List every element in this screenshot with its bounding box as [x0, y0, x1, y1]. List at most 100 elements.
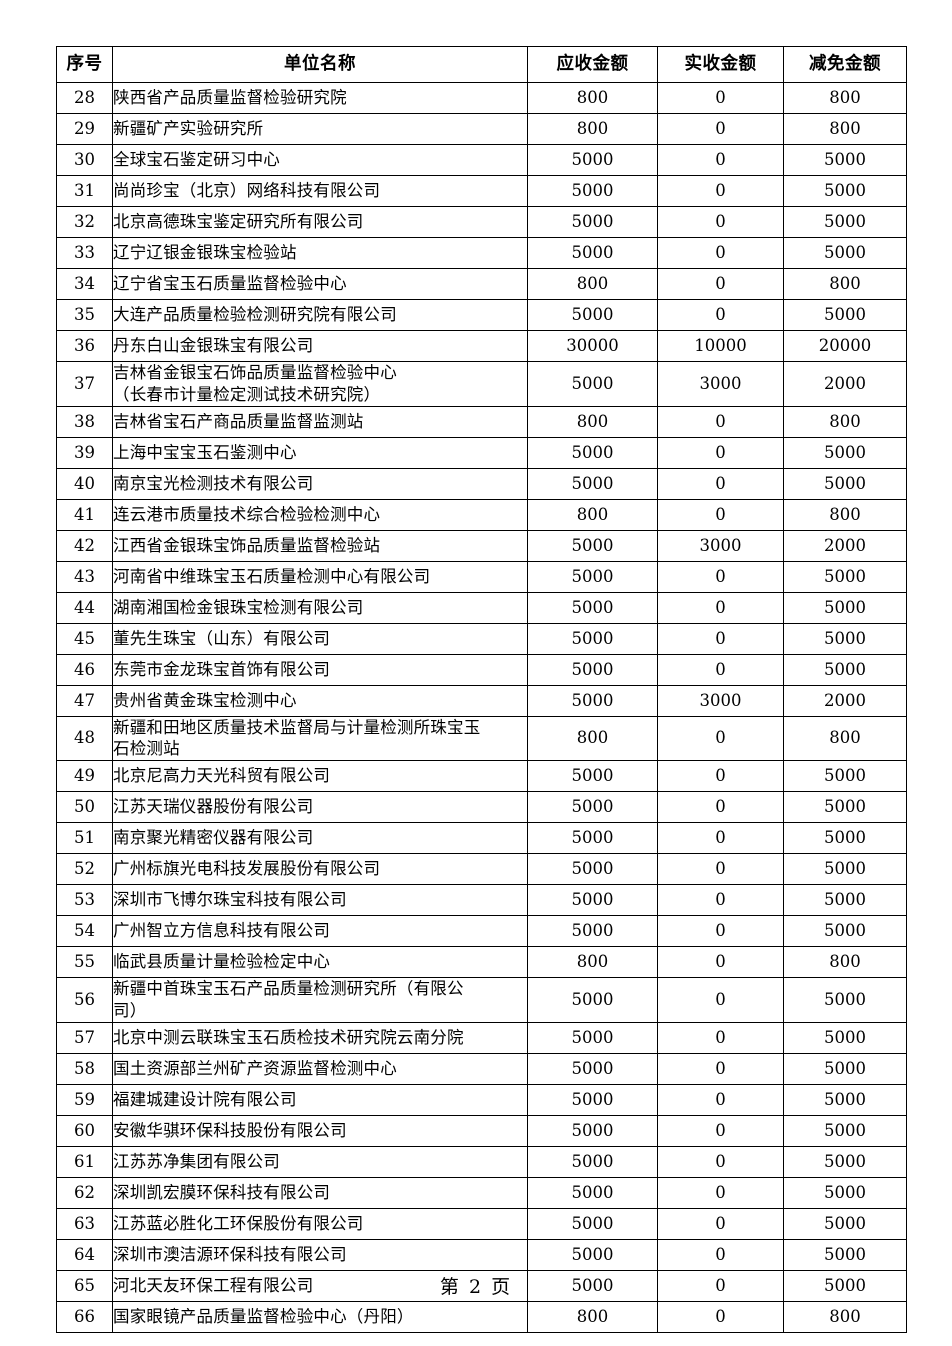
- cell-index: 55: [56, 946, 113, 979]
- cell-due-amount: 800: [527, 498, 658, 531]
- cell-waived-amount: 5000: [783, 622, 907, 655]
- cell-due-amount: 5000: [527, 299, 658, 331]
- cell-index: 43: [56, 560, 113, 593]
- cell-unit-name: 北京中测云联珠宝玉石质检技术研究院云南分院: [112, 1021, 528, 1054]
- cell-index: 60: [56, 1114, 113, 1147]
- table-header-row: 序号 单位名称 应收金额 实收金额 减免金额: [56, 46, 907, 83]
- unit-name-line-1: 东莞市金龙珠宝首饰有限公司: [113, 659, 331, 679]
- cell-unit-name: 广州标旗光电科技发展股份有限公司: [112, 853, 528, 886]
- cell-unit-name: 新疆和田地区质量技术监督局与计量检测所珠宝玉 石检测站: [112, 715, 528, 762]
- table-row: 42 江西省金银珠宝饰品质量监督检验站 5000 3000 2000: [56, 529, 907, 562]
- cell-waived-amount: 5000: [783, 1176, 907, 1209]
- cell-index: 62: [56, 1176, 113, 1209]
- table-row: 62 深圳凯宏膜环保科技有限公司 5000 0 5000: [56, 1176, 907, 1209]
- cell-due-amount: 800: [527, 82, 658, 114]
- unit-name-line-2: （长春市计量检定测试技术研究院）: [113, 384, 381, 404]
- cell-waived-amount: 5000: [783, 1083, 907, 1116]
- cell-due-amount: 5000: [527, 1021, 658, 1054]
- column-header-name: 单位名称: [112, 46, 528, 83]
- cell-unit-name: 辽宁省宝玉石质量监督检验中心: [112, 268, 528, 300]
- cell-unit-name: 福建城建设计院有限公司: [112, 1083, 528, 1116]
- cell-paid-amount: 0: [657, 1114, 784, 1147]
- unit-name-line-1: 陕西省产品质量监督检验研究院: [113, 88, 347, 108]
- unit-name-line-1: 北京高德珠宝鉴定研究所有限公司: [113, 212, 364, 232]
- cell-index: 28: [56, 82, 113, 114]
- cell-waived-amount: 2000: [783, 529, 907, 562]
- cell-paid-amount: 0: [657, 206, 784, 238]
- cell-paid-amount: 0: [657, 915, 784, 948]
- cell-due-amount: 800: [527, 113, 658, 145]
- cell-paid-amount: 0: [657, 82, 784, 114]
- unit-name-line-1: 广州标旗光电科技发展股份有限公司: [113, 859, 381, 879]
- cell-unit-name: 深圳市飞博尔珠宝科技有限公司: [112, 884, 528, 917]
- cell-due-amount: 5000: [527, 977, 658, 1023]
- table-row: 34 辽宁省宝玉石质量监督检验中心 800 0 800: [56, 268, 907, 300]
- cell-due-amount: 800: [527, 1300, 658, 1333]
- table-row: 59 福建城建设计院有限公司 5000 0 5000: [56, 1083, 907, 1116]
- cell-paid-amount: 0: [657, 498, 784, 531]
- cell-paid-amount: 0: [657, 268, 784, 300]
- table-row: 55 临武县质量计量检验检定中心 800 0 800: [56, 946, 907, 979]
- cell-index: 57: [56, 1021, 113, 1054]
- table-row: 65 河北天友环保工程有限公司 5000 0 5000: [56, 1269, 907, 1302]
- cell-index: 39: [56, 436, 113, 469]
- unit-name-line-1: 辽宁辽银金银珠宝检验站: [113, 243, 297, 263]
- table-body: 28 陕西省产品质量监督检验研究院 800 0 800 29 新疆矿产实验研究所 800 0 80…: [56, 82, 907, 1333]
- table-row: 35 大连产品质量检验检测研究院有限公司 5000 0 5000: [56, 299, 907, 331]
- cell-unit-name: 上海中宝宝玉石鉴测中心: [112, 436, 528, 469]
- unit-name-line-1: 江苏苏净集团有限公司: [113, 1151, 280, 1171]
- cell-index: 33: [56, 237, 113, 269]
- cell-waived-amount: 800: [783, 1300, 907, 1333]
- cell-index: 32: [56, 206, 113, 238]
- cell-index: 64: [56, 1238, 113, 1271]
- cell-unit-name: 新疆矿产实验研究所: [112, 113, 528, 145]
- cell-waived-amount: 5000: [783, 436, 907, 469]
- table-row: 47 贵州省黄金珠宝检测中心 5000 3000 2000: [56, 684, 907, 717]
- table-row: 64 深圳市澳洁源环保科技有限公司 5000 0 5000: [56, 1238, 907, 1271]
- unit-name-line-1: 尚尚珍宝（北京）网络科技有限公司: [113, 181, 381, 201]
- cell-waived-amount: 5000: [783, 237, 907, 269]
- cell-index: 30: [56, 144, 113, 176]
- cell-paid-amount: 0: [657, 237, 784, 269]
- cell-unit-name: 吉林省宝石产商品质量监督监测站: [112, 405, 528, 438]
- cell-index: 65: [56, 1269, 113, 1302]
- cell-paid-amount: 0: [657, 1207, 784, 1240]
- cell-index: 56: [56, 977, 113, 1023]
- cell-index: 44: [56, 591, 113, 624]
- cell-due-amount: 5000: [527, 684, 658, 717]
- cell-index: 52: [56, 853, 113, 886]
- cell-paid-amount: 0: [657, 1145, 784, 1178]
- cell-unit-name: 河北天友环保工程有限公司: [112, 1269, 528, 1302]
- cell-index: 37: [56, 361, 113, 407]
- table-row: 37 吉林省金银宝石饰品质量监督检验中心 （长春市计量检定测试技术研究院） 5000 3…: [56, 361, 907, 407]
- cell-paid-amount: 0: [657, 144, 784, 176]
- cell-waived-amount: 5000: [783, 1207, 907, 1240]
- column-header-waived: 减免金额: [783, 46, 907, 83]
- cell-unit-name: 深圳凯宏膜环保科技有限公司: [112, 1176, 528, 1209]
- unit-name-line-1: 大连产品质量检验检测研究院有限公司: [113, 305, 397, 325]
- cell-waived-amount: 5000: [783, 144, 907, 176]
- table-row: 44 湖南湘国检金银珠宝检测有限公司 5000 0 5000: [56, 591, 907, 624]
- unit-name-line-1: 河北天友环保工程有限公司: [113, 1275, 314, 1295]
- cell-unit-name: 深圳市澳洁源环保科技有限公司: [112, 1238, 528, 1271]
- cell-due-amount: 5000: [527, 144, 658, 176]
- cell-unit-name: 吉林省金银宝石饰品质量监督检验中心 （长春市计量检定测试技术研究院）: [112, 361, 528, 407]
- table-row: 38 吉林省宝石产商品质量监督监测站 800 0 800: [56, 405, 907, 438]
- cell-paid-amount: 3000: [657, 361, 784, 407]
- unit-name-line-1: 北京尼高力天光科贸有限公司: [113, 766, 331, 786]
- table-row: 48 新疆和田地区质量技术监督局与计量检测所珠宝玉 石检测站 800 0 800: [56, 715, 907, 762]
- cell-waived-amount: 800: [783, 946, 907, 979]
- unit-name-line-1: 北京中测云联珠宝玉石质检技术研究院云南分院: [113, 1027, 464, 1047]
- cell-paid-amount: 0: [657, 715, 784, 762]
- cell-waived-amount: 5000: [783, 791, 907, 824]
- fee-table-container: 序号 单位名称 应收金额 实收金额 减免金额 28 陕西省产品质量监督检验研究院 8…: [56, 46, 907, 1333]
- cell-index: 35: [56, 299, 113, 331]
- unit-name-line-1: 深圳凯宏膜环保科技有限公司: [113, 1182, 331, 1202]
- cell-waived-amount: 5000: [783, 1114, 907, 1147]
- table-row: 66 国家眼镜产品质量监督检验中心（丹阳） 800 0 800: [56, 1300, 907, 1333]
- cell-index: 29: [56, 113, 113, 145]
- cell-due-amount: 5000: [527, 760, 658, 793]
- cell-index: 54: [56, 915, 113, 948]
- unit-name-line-1: 广州智立方信息科技有限公司: [113, 921, 331, 941]
- cell-index: 41: [56, 498, 113, 531]
